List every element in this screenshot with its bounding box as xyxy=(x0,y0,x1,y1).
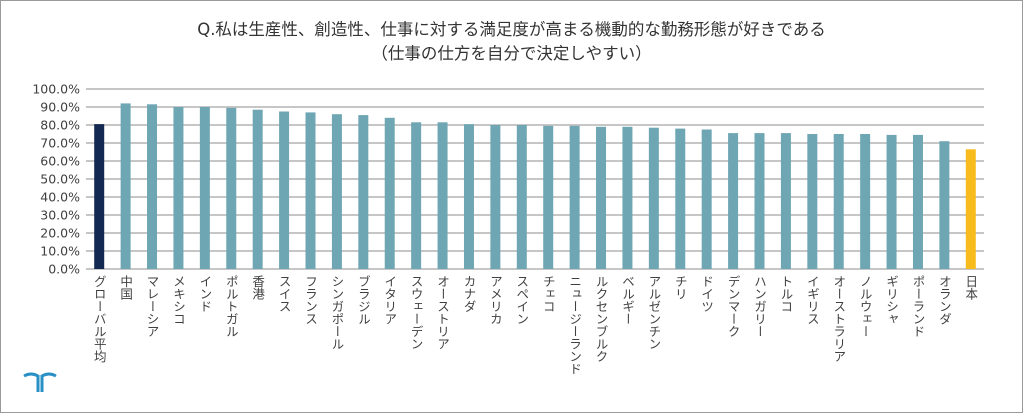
bar xyxy=(437,122,448,269)
bar xyxy=(701,129,712,269)
x-tick-label: カナダ xyxy=(461,275,476,313)
y-tick-label: 0.0% xyxy=(48,262,80,277)
chart-subtitle: （仕事の仕方を自分で決定しやすい） xyxy=(371,44,652,63)
x-tick-label: イギリス xyxy=(805,275,820,325)
bar xyxy=(833,134,844,269)
x-tick-label: アメリカ xyxy=(488,275,503,325)
bar xyxy=(305,112,316,270)
bar xyxy=(780,133,791,269)
bar xyxy=(358,115,369,269)
x-tick-label: ポルトガル xyxy=(224,275,239,338)
x-tick-label: フランス xyxy=(303,275,318,325)
x-tick-label: デンマーク xyxy=(726,275,741,338)
bar xyxy=(94,124,105,269)
y-tick-label: 30.0% xyxy=(40,208,80,223)
x-tick-label: ニュージーランド xyxy=(567,275,582,375)
bar xyxy=(912,134,923,269)
bar xyxy=(173,107,184,269)
x-tick-label: チェコ xyxy=(541,275,556,313)
x-tick-label: スイス xyxy=(277,275,292,313)
bar xyxy=(939,141,950,269)
x-tick-label: ノルウェー xyxy=(858,275,873,338)
chart-title-block: Q.私は生産性、創造性、仕事に対する満足度が高まる機動的な勤務形態が好きである … xyxy=(0,18,1023,66)
bar xyxy=(807,134,818,269)
x-tick-label: ドイツ xyxy=(699,275,714,313)
y-tick-label: 40.0% xyxy=(40,190,80,205)
x-tick-label: チリ xyxy=(673,275,688,300)
x-tick-label: インド xyxy=(197,275,212,313)
bar xyxy=(543,125,554,270)
chart-title: Q.私は生産性、創造性、仕事に対する満足度が高まる機動的な勤務形態が好きである xyxy=(197,20,826,39)
x-tick-label: 中国 xyxy=(118,274,133,300)
x-tick-label: メキシコ xyxy=(171,275,186,325)
bar xyxy=(754,133,765,269)
x-tick-label: トルコ xyxy=(778,275,793,313)
brand-logo-icon xyxy=(23,372,57,392)
bar xyxy=(728,133,739,269)
y-tick-label: 10.0% xyxy=(40,244,80,259)
y-tick-label: 50.0% xyxy=(40,172,80,187)
x-tick-label: スペイン xyxy=(514,275,529,325)
bar xyxy=(226,107,237,270)
bar xyxy=(569,125,580,270)
x-tick-label: ギリシャ xyxy=(884,275,899,325)
bar xyxy=(199,107,210,269)
bar xyxy=(490,125,501,269)
bar xyxy=(860,134,871,269)
x-tick-label: グローバル平均 xyxy=(92,275,107,363)
bar xyxy=(463,124,474,269)
x-tick-label: ルクセンブルク xyxy=(594,275,609,363)
x-tick-label: ハンガリー xyxy=(752,275,767,338)
y-tick-label: 20.0% xyxy=(40,226,80,241)
bar xyxy=(675,128,686,269)
x-tick-label: イタリア xyxy=(382,275,397,325)
y-tick-label: 100.0% xyxy=(32,82,80,97)
x-tick-label: 日本 xyxy=(963,275,978,301)
y-tick-label: 90.0% xyxy=(40,100,80,115)
x-tick-label: ブラジル xyxy=(356,274,371,325)
x-tick-label: ポーランド xyxy=(910,275,925,338)
bar xyxy=(596,126,607,269)
bar xyxy=(886,134,897,269)
bar xyxy=(252,109,263,269)
bar xyxy=(648,127,659,269)
x-tick-label: ベルギー xyxy=(620,275,635,325)
bar xyxy=(331,114,342,269)
bar xyxy=(384,117,395,269)
x-tick-label: シンガポール xyxy=(329,275,344,350)
x-tick-label: オランダ xyxy=(937,275,952,325)
bar xyxy=(279,111,290,269)
x-tick-label: アルゼンチン xyxy=(646,275,661,350)
bar xyxy=(411,122,422,269)
bar xyxy=(516,125,527,269)
y-tick-label: 60.0% xyxy=(40,154,80,169)
x-tick-label: オーストリア xyxy=(435,275,450,350)
y-tick-label: 70.0% xyxy=(40,136,80,151)
x-tick-label: マレーシア xyxy=(145,275,160,338)
x-tick-label: スウェーデン xyxy=(409,275,424,350)
x-tick-label: 香港 xyxy=(250,275,265,300)
bar xyxy=(622,126,633,269)
x-tick-label: オーストラリア xyxy=(831,275,846,363)
bar xyxy=(147,104,158,269)
y-tick-label: 80.0% xyxy=(40,118,80,133)
bar xyxy=(120,103,131,270)
bar xyxy=(965,149,976,269)
